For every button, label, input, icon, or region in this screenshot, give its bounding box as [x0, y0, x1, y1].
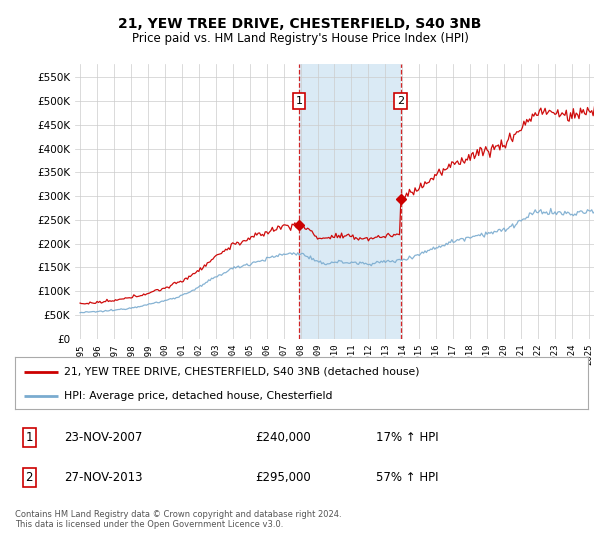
Text: 2: 2 — [397, 96, 404, 106]
Bar — [299, 64, 401, 339]
Text: 27-NOV-2013: 27-NOV-2013 — [64, 472, 142, 484]
Text: £295,000: £295,000 — [256, 472, 311, 484]
Text: 2: 2 — [26, 472, 33, 484]
Text: 1: 1 — [26, 431, 33, 444]
Text: 21, YEW TREE DRIVE, CHESTERFIELD, S40 3NB (detached house): 21, YEW TREE DRIVE, CHESTERFIELD, S40 3N… — [64, 367, 419, 377]
Text: Contains HM Land Registry data © Crown copyright and database right 2024.
This d: Contains HM Land Registry data © Crown c… — [15, 510, 341, 529]
Text: HPI: Average price, detached house, Chesterfield: HPI: Average price, detached house, Ches… — [64, 391, 332, 401]
Text: 23-NOV-2007: 23-NOV-2007 — [64, 431, 142, 444]
Text: 57% ↑ HPI: 57% ↑ HPI — [376, 472, 439, 484]
Text: 1: 1 — [295, 96, 302, 106]
Text: Price paid vs. HM Land Registry's House Price Index (HPI): Price paid vs. HM Land Registry's House … — [131, 32, 469, 45]
Text: £240,000: £240,000 — [256, 431, 311, 444]
Text: 21, YEW TREE DRIVE, CHESTERFIELD, S40 3NB: 21, YEW TREE DRIVE, CHESTERFIELD, S40 3N… — [118, 17, 482, 31]
Text: 17% ↑ HPI: 17% ↑ HPI — [376, 431, 439, 444]
